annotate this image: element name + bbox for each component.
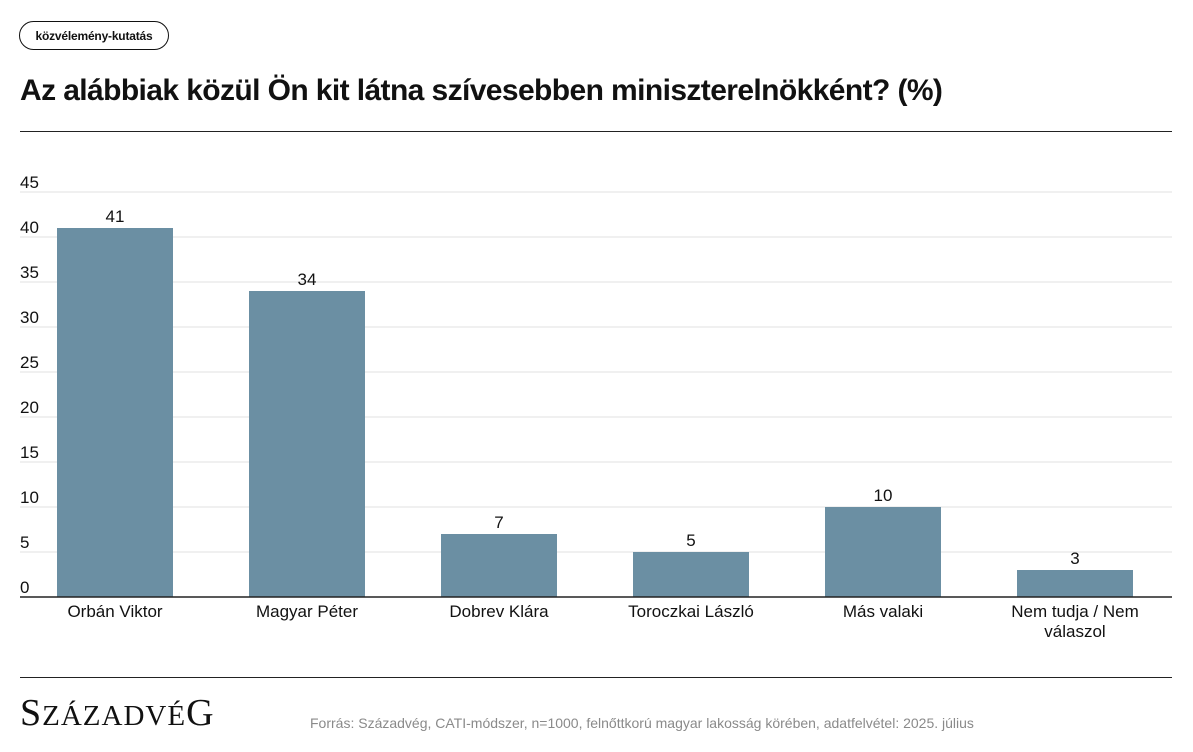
bar xyxy=(1017,570,1133,597)
chart-title: Az alábbiak közül Ön kit látna szívesebb… xyxy=(20,74,943,107)
y-tick-label: 40 xyxy=(20,218,39,237)
category-tag[interactable]: közvélemény-kutatás xyxy=(19,21,169,50)
data-label: 10 xyxy=(874,486,893,505)
x-tick-label: Orbán Viktor xyxy=(67,602,162,621)
bar xyxy=(441,534,557,597)
data-label: 3 xyxy=(1070,549,1079,568)
y-tick-label: 30 xyxy=(20,308,39,327)
x-tick-label: Magyar Péter xyxy=(256,602,358,621)
data-label: 34 xyxy=(298,270,317,289)
data-label: 41 xyxy=(106,207,125,226)
x-tick-label: Nem tudja / Nem xyxy=(1011,602,1139,621)
y-tick-label: 10 xyxy=(20,488,39,507)
bar xyxy=(825,507,941,597)
bar xyxy=(633,552,749,597)
x-tick-label: Más valaki xyxy=(843,602,923,621)
y-tick-label: 5 xyxy=(20,533,29,552)
y-tick-label: 15 xyxy=(20,443,39,462)
x-tick-label: válaszol xyxy=(1044,622,1105,641)
y-tick-label: 25 xyxy=(20,353,39,372)
y-tick-label: 45 xyxy=(20,173,39,192)
x-tick-label: Dobrev Klára xyxy=(449,602,549,621)
bar xyxy=(249,291,365,597)
data-label: 7 xyxy=(494,513,503,532)
header-divider xyxy=(20,131,1172,132)
y-tick-label: 20 xyxy=(20,398,39,417)
y-tick-label: 35 xyxy=(20,263,39,282)
bar xyxy=(57,228,173,597)
y-tick-label: 0 xyxy=(20,578,29,597)
footer-divider xyxy=(20,677,1172,678)
data-label: 5 xyxy=(686,531,695,550)
source-note: Forrás: Századvég, CATI-módszer, n=1000,… xyxy=(310,715,974,731)
x-tick-label: Toroczkai László xyxy=(628,602,754,621)
brand-logo: SZÁZADVÉG xyxy=(20,692,215,734)
